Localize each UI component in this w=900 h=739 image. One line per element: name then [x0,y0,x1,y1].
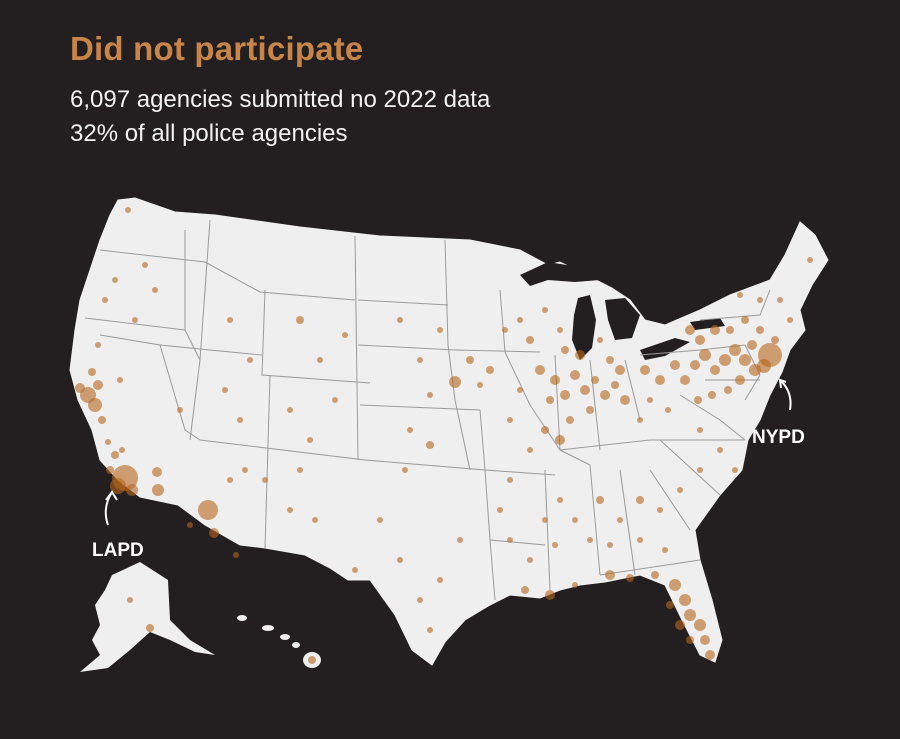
lake-michigan [572,295,596,360]
lapd-label: LAPD [92,540,144,561]
contiguous-us-land [69,197,829,666]
nypd-label: NYPD [752,427,805,448]
state-borders [84,219,771,601]
lake-huron [605,298,640,340]
map-title: Did not participate [70,30,364,67]
nypd-arrowhead [778,378,787,389]
subtitle-percentage: 32% of all police agencies [70,120,348,147]
agency-dots [75,207,813,664]
subtitle-agency-count: 6,097 agencies submitted no 2022 data [70,86,491,113]
lapd-arrowhead [105,490,118,501]
lake-erie [640,338,690,360]
lake-superior [520,262,600,286]
alaska-land [80,562,215,672]
nypd-arrow [779,379,792,411]
